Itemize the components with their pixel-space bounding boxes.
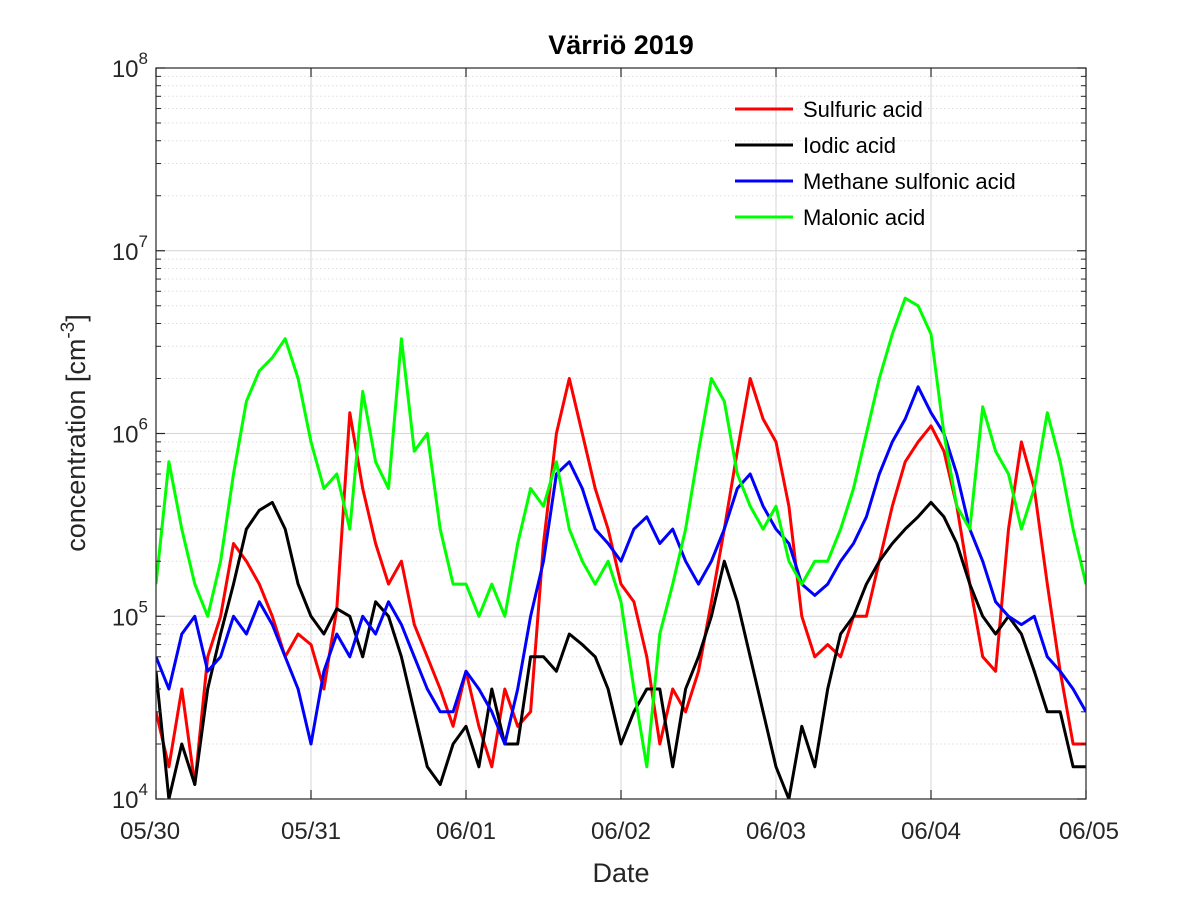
legend-label: Methane sulfonic acid	[803, 169, 1016, 194]
y-tick-base: 10	[112, 239, 139, 266]
series-line-1	[156, 500, 1086, 799]
y-tick-exponent: 4	[139, 780, 148, 799]
series-line-2	[156, 385, 1086, 746]
x-tick-label: 06/05	[1059, 818, 1119, 845]
legend-label: Malonic acid	[803, 205, 925, 230]
x-axis-label: Date	[592, 858, 649, 888]
x-tick-labels: 05/30 05/31 06/01 06/02 06/03 06/04 06/05	[120, 818, 1119, 845]
y-tick-exponent: 7	[139, 232, 148, 251]
y-tick-label: 108	[112, 49, 148, 83]
x-tick-label: 05/30	[120, 818, 180, 845]
x-tick-label: 06/04	[901, 818, 961, 845]
y-tick-label: 104	[112, 780, 148, 814]
x-tick-label: 05/31	[281, 818, 341, 845]
series-line-3	[156, 296, 1086, 769]
x-tick-label: 06/01	[436, 818, 496, 845]
y-tick-base: 10	[112, 56, 139, 83]
series-line-0	[156, 377, 1086, 786]
legend-label: Sulfuric acid	[803, 97, 923, 122]
y-axis-label-prefix: concentration [cm	[61, 339, 91, 552]
y-tick-label: 106	[112, 415, 148, 449]
y-tick-label: 105	[112, 597, 148, 631]
y-tick-exponent: 6	[139, 415, 148, 434]
chart-title: Värriö 2019	[548, 30, 694, 60]
legend: Sulfuric acid Iodic acid Methane sulfonic …	[735, 97, 1016, 230]
y-tick-base: 10	[112, 422, 139, 449]
y-tick-base: 10	[112, 787, 139, 814]
y-tick-exponent: 8	[139, 49, 148, 68]
x-tick-label: 06/03	[746, 818, 806, 845]
y-tick-label: 107	[112, 232, 148, 266]
x-tick-label: 06/02	[591, 818, 651, 845]
y-tick-base: 10	[112, 604, 139, 631]
y-axis-label: concentration [cm-3]	[58, 314, 91, 552]
y-tick-exponent: 5	[139, 597, 148, 616]
series-layer	[156, 296, 1086, 799]
y-axis-label-superscript: -3	[58, 322, 79, 339]
legend-label: Iodic acid	[803, 133, 896, 158]
y-axis-label-suffix: ]	[61, 314, 91, 322]
axis-ticks	[155, 67, 1087, 800]
